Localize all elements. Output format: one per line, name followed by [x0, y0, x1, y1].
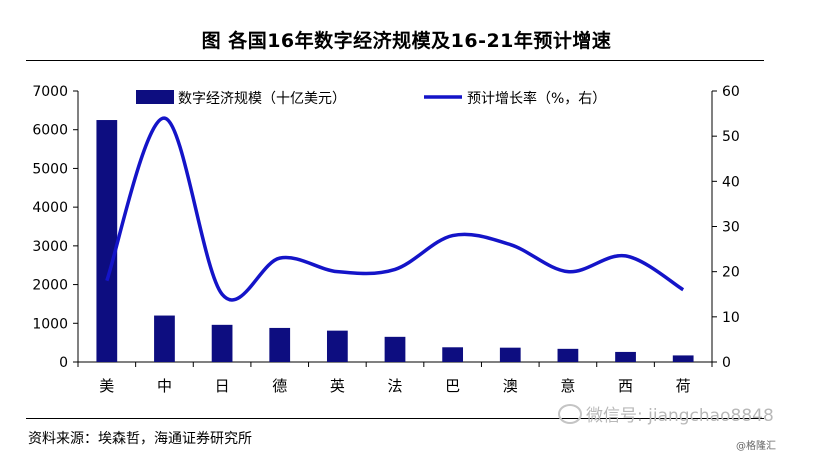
growth-line [105, 116, 685, 302]
source-note: 资料来源：埃森哲，海通证券研究所 [28, 431, 252, 447]
bar [326, 330, 348, 362]
left-tick-label: 7000 [32, 84, 68, 100]
x-tick-label: 德 [272, 377, 287, 395]
x-tick-label: 美 [99, 377, 114, 395]
right-axis-ticks: 0 10 20 30 40 50 60 [712, 84, 740, 371]
watermark-text: 微信号: jiangchao8848 [586, 406, 774, 426]
chart-title: 图 各国16年数字经济规模及16-21年预计增速 [201, 30, 612, 52]
bar [96, 120, 118, 363]
left-tick-label: 3000 [32, 239, 68, 255]
x-tick-label: 荷 [676, 377, 691, 395]
watermark: 微信号: jiangchao8848 [558, 401, 774, 426]
right-tick-label: 30 [722, 220, 740, 236]
wechat-icon [558, 404, 582, 424]
left-tick-label: 2000 [32, 278, 68, 294]
x-tick-label: 巴 [445, 377, 460, 395]
bar [211, 324, 233, 362]
legend: 数字经济规模（十亿美元） 预计增长率（%，右） [136, 90, 606, 107]
left-axis-ticks: 0 1000 2000 3000 4000 5000 6000 7000 [32, 84, 78, 371]
legend-bar-label: 数字经济规模（十亿美元） [178, 91, 346, 107]
legend-line-label: 预计增长率（%，右） [467, 90, 606, 107]
bar [269, 327, 291, 362]
left-tick-label: 0 [59, 355, 68, 371]
title-divider [26, 60, 764, 61]
x-tick-label: 日 [215, 377, 230, 395]
right-tick-label: 60 [722, 84, 740, 100]
left-tick-label: 4000 [32, 200, 68, 216]
left-tick-label: 5000 [32, 161, 68, 177]
right-tick-label: 40 [722, 174, 740, 190]
x-tick-label: 中 [157, 377, 172, 395]
x-tick-label: 西 [618, 377, 633, 395]
category-ticks: 美中日德英法巴澳意西荷 [77, 362, 713, 395]
bar [499, 347, 521, 362]
bar [615, 351, 636, 362]
bar [557, 348, 579, 362]
credit-text: @格隆汇 [736, 441, 776, 452]
footer-divider [26, 418, 764, 419]
left-tick-label: 6000 [32, 123, 68, 139]
right-tick-label: 10 [722, 310, 740, 326]
right-tick-label: 0 [722, 355, 731, 371]
bar [384, 336, 406, 362]
bar-series [96, 120, 694, 363]
x-tick-label: 英 [330, 377, 345, 395]
bar [672, 355, 694, 362]
x-tick-label: 意 [560, 377, 575, 395]
legend-bar-swatch [136, 90, 174, 104]
bar [442, 347, 464, 362]
x-tick-label: 澳 [503, 377, 518, 395]
line-series [105, 116, 685, 302]
bar [154, 315, 175, 362]
left-tick-label: 1000 [32, 316, 68, 332]
right-tick-label: 20 [722, 265, 740, 281]
x-tick-label: 法 [387, 377, 402, 395]
right-tick-label: 50 [722, 129, 740, 145]
